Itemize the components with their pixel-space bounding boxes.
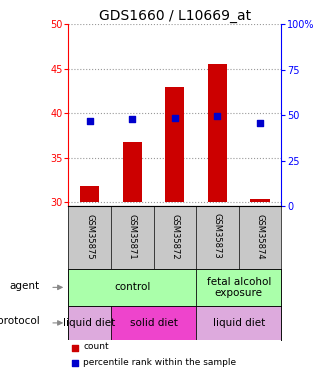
Text: fetal alcohol
exposure: fetal alcohol exposure xyxy=(206,277,271,298)
Point xyxy=(257,120,263,126)
Text: GSM35871: GSM35871 xyxy=(128,213,137,259)
Text: GSM35872: GSM35872 xyxy=(170,213,179,259)
Text: protocol: protocol xyxy=(0,316,40,326)
Text: liquid diet: liquid diet xyxy=(64,318,116,328)
Title: GDS1660 / L10669_at: GDS1660 / L10669_at xyxy=(99,9,251,23)
Bar xyxy=(196,269,281,306)
Point xyxy=(172,115,177,121)
Point xyxy=(215,113,220,119)
Bar xyxy=(68,269,196,306)
Point xyxy=(72,360,77,366)
Bar xyxy=(123,141,142,202)
Bar xyxy=(68,306,111,340)
Point xyxy=(87,118,92,124)
Text: liquid diet: liquid diet xyxy=(213,318,265,328)
Text: count: count xyxy=(83,342,109,351)
Text: control: control xyxy=(114,282,151,292)
Bar xyxy=(250,199,270,202)
Point xyxy=(130,116,135,122)
Text: agent: agent xyxy=(9,280,40,291)
Text: percentile rank within the sample: percentile rank within the sample xyxy=(83,358,236,367)
Text: GSM35875: GSM35875 xyxy=(85,213,94,259)
Bar xyxy=(196,306,281,340)
Bar xyxy=(80,186,99,202)
Point xyxy=(72,345,77,351)
Bar xyxy=(111,306,196,340)
Bar xyxy=(208,64,227,202)
Bar xyxy=(165,87,184,202)
Text: solid diet: solid diet xyxy=(130,318,177,328)
Text: GSM35873: GSM35873 xyxy=(213,213,222,259)
Text: GSM35874: GSM35874 xyxy=(255,213,265,259)
